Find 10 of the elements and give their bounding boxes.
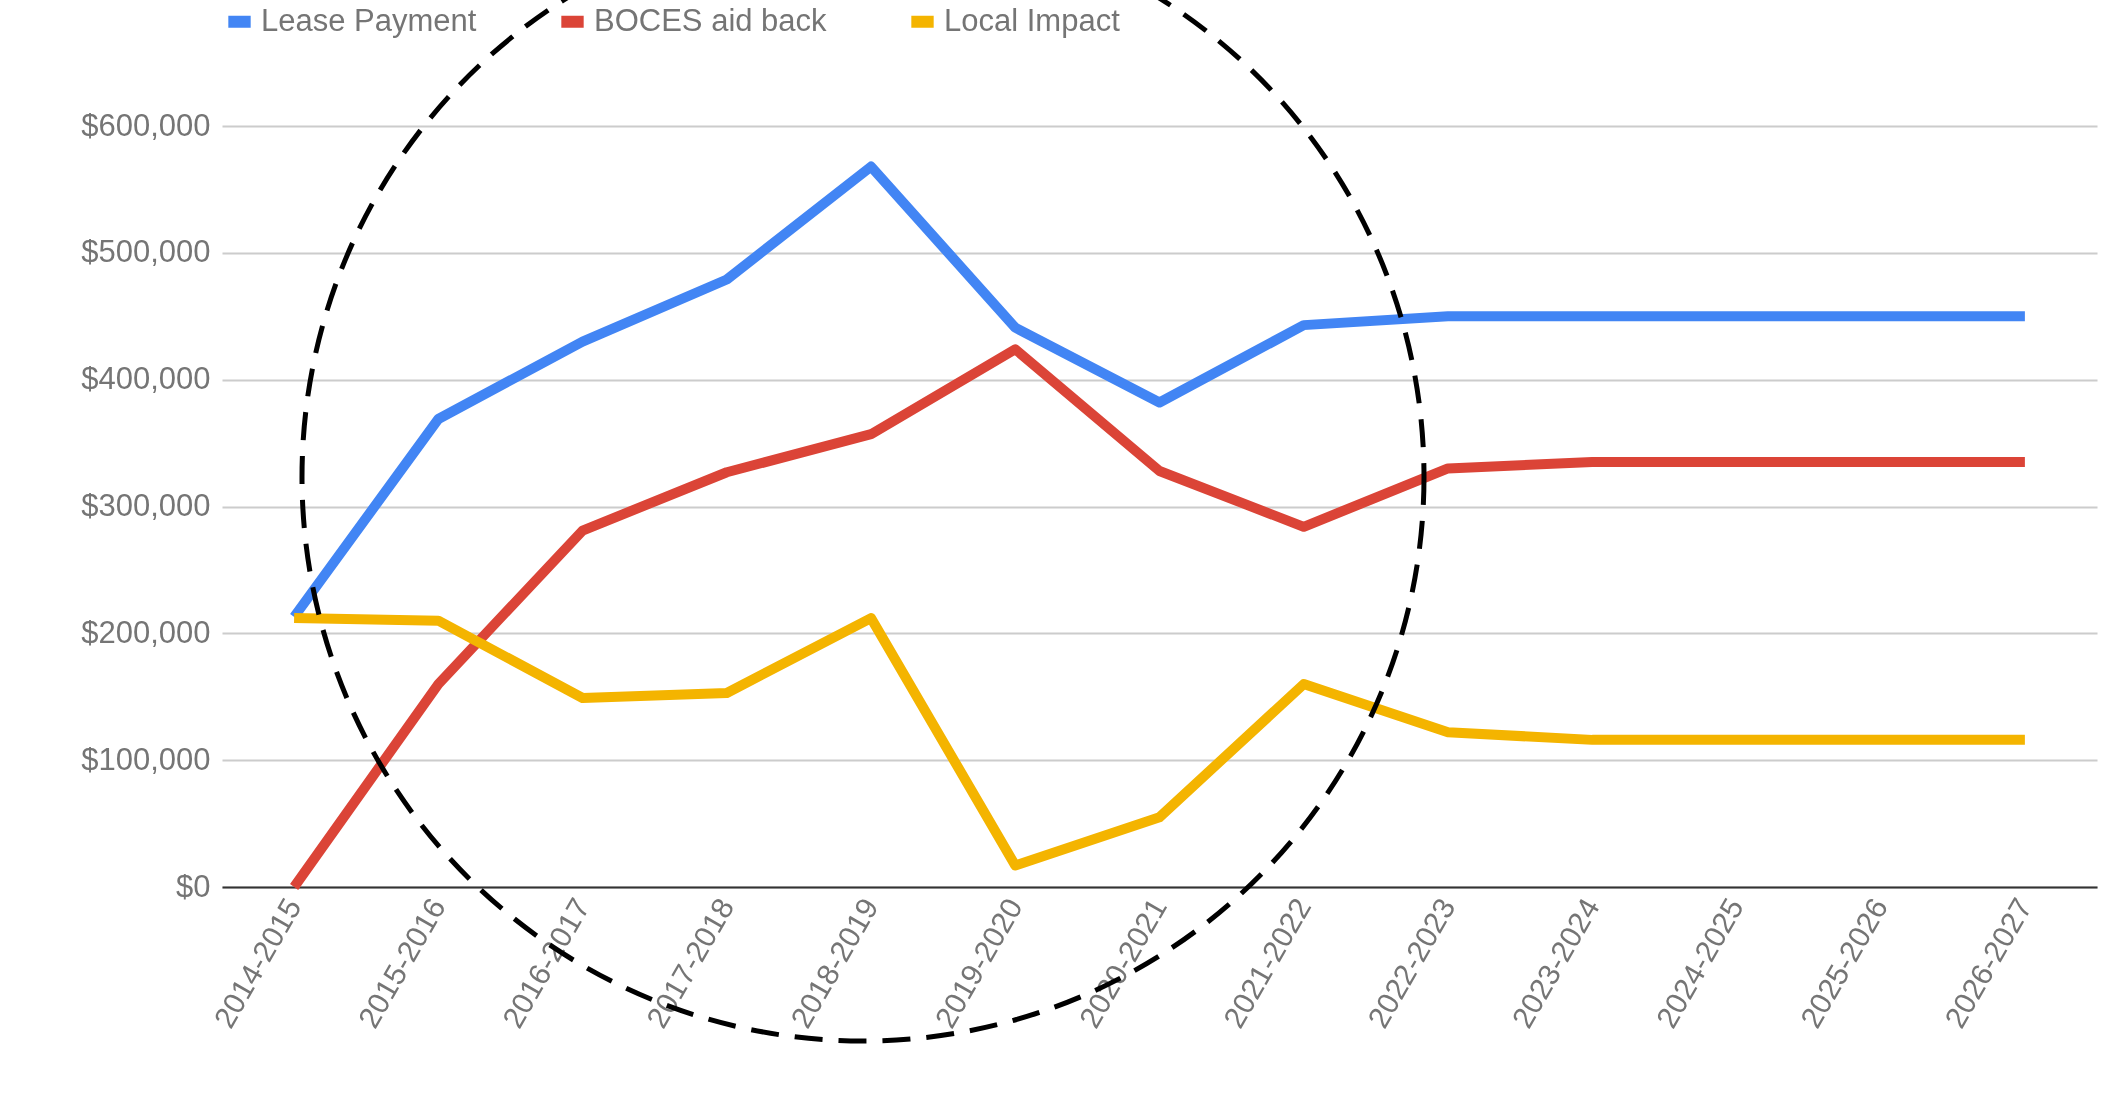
y-tick-label: $200,000 xyxy=(81,614,211,650)
legend-label: Lease Payment xyxy=(261,2,477,38)
legend-label: BOCES aid back xyxy=(594,2,828,38)
y-tick-label: $500,000 xyxy=(81,234,211,270)
legend-label: Local Impact xyxy=(944,2,1121,38)
y-tick-label: $0 xyxy=(176,868,211,904)
y-tick-label: $600,000 xyxy=(81,107,211,143)
y-tick-label: $400,000 xyxy=(81,361,211,397)
y-tick-label: $100,000 xyxy=(81,741,211,777)
y-tick-label: $300,000 xyxy=(81,488,211,523)
